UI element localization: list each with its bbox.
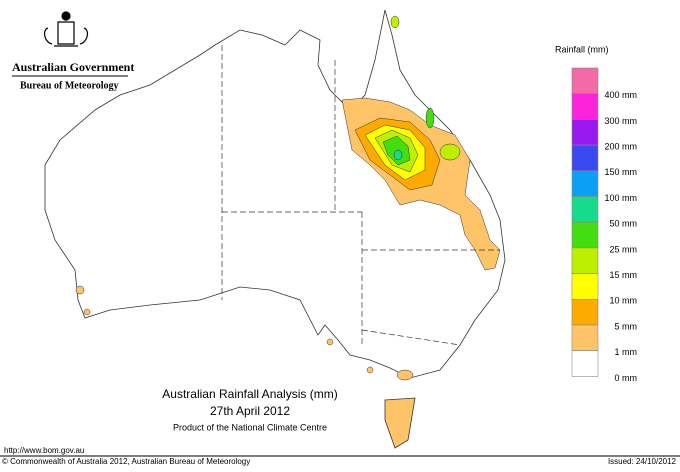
map-product: Product of the National Climate Centre	[173, 422, 327, 432]
legend-label: 300 mm	[604, 116, 637, 126]
legend-label: 10 mm	[609, 296, 637, 306]
copyright: © Commonwealth of Australia 2012, Austra…	[2, 457, 250, 466]
legend-swatch	[571, 324, 599, 352]
legend-label: 50 mm	[609, 219, 637, 229]
legend-swatch	[571, 350, 599, 377]
state-borders	[221, 45, 500, 346]
issued: Issued: 24/10/2012	[608, 457, 677, 466]
legend-title: Rainfall (mm)	[555, 44, 609, 54]
legend: 400 mm 300 mm 200 mm 150 mm 100 mm 50 mm 25 mm…	[571, 67, 638, 383]
legend-swatch	[571, 93, 599, 120]
crest	[43, 11, 89, 47]
legend-swatch	[571, 247, 599, 274]
legend-swatch	[571, 144, 599, 172]
legend-swatch	[571, 170, 599, 197]
legend-label: 1 mm	[615, 347, 638, 357]
legend-label: 200 mm	[604, 141, 637, 151]
bureau-name: Bureau of Meteorology	[20, 80, 119, 91]
legend-label: 0 mm	[615, 373, 638, 383]
legend-label: 150 mm	[604, 167, 637, 177]
agency-name: Australian Government	[12, 60, 134, 74]
tasmania	[384, 397, 416, 449]
legend-label: 15 mm	[609, 270, 637, 280]
legend-swatch	[571, 67, 599, 95]
legend-swatch	[571, 273, 599, 300]
legend-swatch	[571, 196, 599, 223]
legend-label: 25 mm	[609, 244, 637, 254]
legend-label: 400 mm	[604, 90, 637, 100]
legend-swatch	[571, 119, 599, 146]
map-date: 27th April 2012	[210, 404, 290, 418]
map	[44, 9, 506, 449]
legend-swatch	[571, 298, 599, 326]
url: http://www.bom.gov.au	[4, 446, 84, 455]
legend-label: 100 mm	[604, 193, 637, 203]
legend-label: 5 mm	[615, 321, 638, 331]
rain-areas	[75, 15, 501, 381]
legend-swatch	[571, 221, 599, 249]
map-title: Australian Rainfall Analysis (mm)	[162, 387, 337, 401]
